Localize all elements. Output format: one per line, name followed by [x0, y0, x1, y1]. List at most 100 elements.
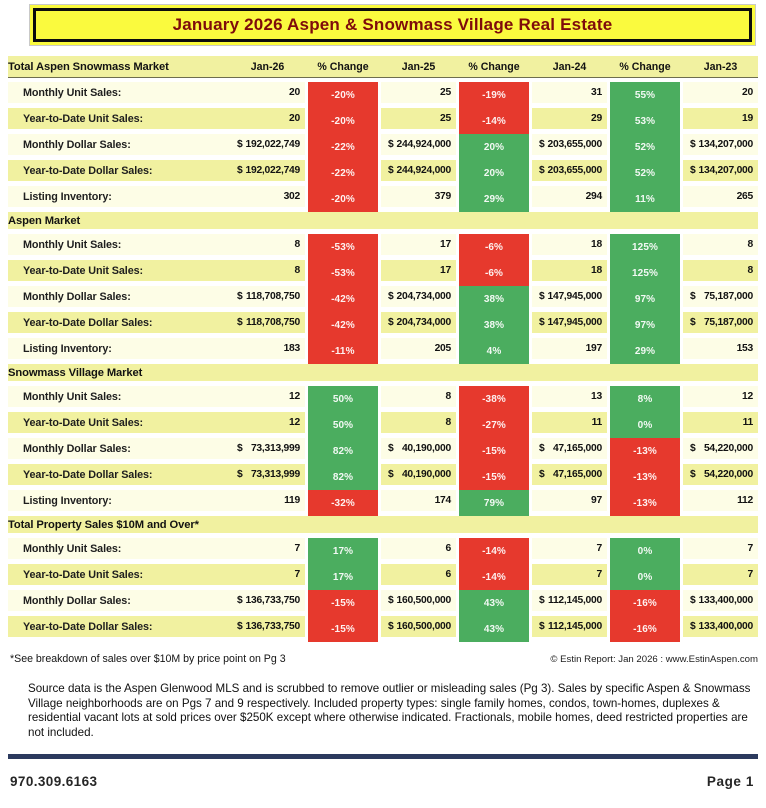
value-cell: 20: [683, 82, 758, 108]
row-label: Monthly Dollar Sales:: [8, 286, 230, 312]
column-gutter: [378, 590, 381, 616]
pct-change-cell: 38%: [459, 312, 529, 338]
value-cell: 13: [532, 386, 607, 412]
column-gutter: [305, 186, 308, 212]
value-cell: 12: [230, 412, 305, 438]
pct-change-cell: 29%: [459, 186, 529, 212]
column-gutter: [607, 538, 610, 564]
value-cell: $147,945,000: [532, 286, 607, 312]
pct-change-cell: -53%: [308, 260, 378, 286]
column-gutter: [378, 160, 381, 186]
pct-change-cell: 125%: [610, 260, 680, 286]
value-cell: 7: [683, 538, 758, 564]
value-cell: 31: [532, 82, 607, 108]
column-gutter: [378, 412, 381, 438]
column-gutter: [680, 82, 683, 108]
value-cell: $136,733,750: [230, 590, 305, 616]
column-gutter: [305, 108, 308, 134]
value-cell: $204,734,000: [381, 286, 456, 312]
value-cell: $160,500,000: [381, 616, 456, 642]
pct-change-cell: -11%: [308, 338, 378, 364]
column-gutter: [607, 286, 610, 312]
currency-symbol: $: [388, 291, 394, 302]
value-number: 203,655,000: [547, 165, 602, 176]
column-gutter: [680, 234, 683, 260]
row-label: Monthly Dollar Sales:: [8, 134, 230, 160]
value-number: 134,207,000: [698, 165, 753, 176]
value-cell: 8: [381, 386, 456, 412]
row-label: Listing Inventory:: [8, 186, 230, 212]
value-cell: 20: [230, 108, 305, 134]
column-gutter: [680, 386, 683, 412]
column-gutter: [378, 108, 381, 134]
value-accounting: $112,145,000: [532, 621, 607, 632]
section-header-row: Aspen Market: [8, 212, 758, 229]
column-gutter: [680, 260, 683, 286]
column-gutter: [680, 56, 683, 78]
pct-change-cell: 50%: [308, 386, 378, 412]
column-gutter: [607, 234, 610, 260]
column-gutter: [305, 234, 308, 260]
value-cell: $54,220,000: [683, 464, 758, 490]
value-cell: 29: [532, 108, 607, 134]
pct-change-cell: 29%: [610, 338, 680, 364]
value-accounting: $160,500,000: [381, 595, 456, 606]
column-gutter: [680, 438, 683, 464]
pct-change-cell: 79%: [459, 490, 529, 516]
column-gutter: [456, 490, 459, 516]
value-number: 118,708,750: [246, 317, 300, 328]
value-cell: 205: [381, 338, 456, 364]
currency-symbol: $: [388, 443, 394, 454]
pct-change-cell: -15%: [308, 590, 378, 616]
currency-symbol: $: [539, 317, 545, 328]
value-cell: $244,924,000: [381, 160, 456, 186]
column-gutter: [456, 108, 459, 134]
row-label: Monthly Dollar Sales:: [8, 590, 230, 616]
value-accounting: $133,400,000: [683, 621, 758, 632]
value-cell: $192,022,749: [230, 160, 305, 186]
currency-symbol: $: [237, 443, 243, 454]
row-spacer: [8, 229, 758, 234]
column-gutter: [529, 186, 532, 212]
pct-change-cell: -42%: [308, 286, 378, 312]
value-cell: $118,708,750: [230, 286, 305, 312]
value-number: 47,165,000: [552, 469, 602, 480]
value-accounting: $244,924,000: [381, 165, 456, 176]
row-label: Listing Inventory:: [8, 338, 230, 364]
value-number: 118,708,750: [246, 291, 300, 302]
section-header-row: Snowmass Village Market: [8, 364, 758, 381]
column-gutter: [456, 464, 459, 490]
value-cell: $73,313,999: [230, 438, 305, 464]
value-number: 112,145,000: [548, 621, 602, 632]
value-number: 133,400,000: [698, 621, 753, 632]
value-cell: $112,145,000: [532, 616, 607, 642]
value-cell: 7: [230, 538, 305, 564]
table-row: Year-to-Date Dollar Sales: $136,733,750 -1…: [8, 616, 758, 642]
value-accounting: $75,187,000: [683, 317, 758, 328]
table-row: Year-to-Date Unit Sales: 8 -53% 17 -6% 18 125%…: [8, 260, 758, 286]
pct-change-cell: 0%: [610, 412, 680, 438]
pct-change-cell: 125%: [610, 234, 680, 260]
value-number: 203,655,000: [547, 139, 602, 150]
value-number: 73,313,999: [250, 443, 300, 454]
column-gutter: [378, 564, 381, 590]
column-gutter: [456, 134, 459, 160]
value-number: 192,022,749: [245, 139, 300, 150]
column-gutter: [680, 564, 683, 590]
value-cell: $203,655,000: [532, 160, 607, 186]
value-accounting: $192,022,749: [230, 165, 305, 176]
currency-symbol: $: [237, 165, 243, 176]
value-accounting: $134,207,000: [683, 139, 758, 150]
section-title: Total Property Sales $10M and Over*: [8, 516, 758, 533]
value-cell: 17: [381, 234, 456, 260]
value-number: 40,190,000: [401, 443, 451, 454]
value-cell: $203,655,000: [532, 134, 607, 160]
value-cell: 25: [381, 108, 456, 134]
row-spacer: [8, 78, 758, 82]
footnote-bar: *See breakdown of sales over $10M by pri…: [10, 653, 758, 665]
column-gutter: [456, 56, 459, 78]
currency-symbol: $: [388, 165, 394, 176]
value-cell: $73,313,999: [230, 464, 305, 490]
value-accounting: $147,945,000: [532, 291, 607, 302]
currency-symbol: $: [388, 139, 394, 150]
